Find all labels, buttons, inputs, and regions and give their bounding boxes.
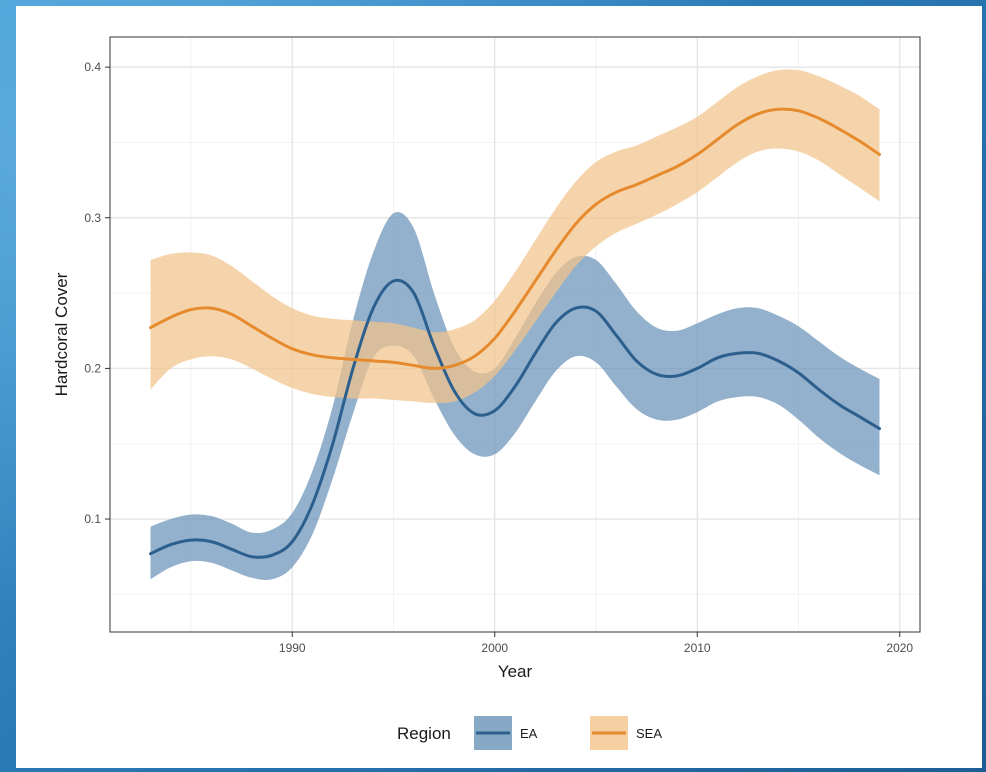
line-ea (149, 278, 881, 559)
chart-panel: 1990 2000 2010 2020 0.1 0.2 0.3 0.4 Year Hardc… (16, 6, 982, 768)
series-lines (149, 107, 881, 559)
y-axis-ticks: 0.1 0.2 0.3 0.4 (84, 60, 110, 526)
hardcoral-cover-chart: 1990 2000 2010 2020 0.1 0.2 0.3 0.4 Year Hardc… (52, 36, 921, 750)
y-tick-label: 0.1 (84, 512, 101, 526)
x-tick-label: 2000 (481, 641, 508, 655)
y-tick-label: 0.2 (84, 361, 101, 375)
x-tick-label: 1990 (279, 641, 306, 655)
confidence-bands (150, 69, 880, 581)
legend-label-ea: EA (520, 726, 538, 741)
legend-title: Region (397, 724, 451, 743)
plot-border (109, 36, 921, 633)
band-ea (150, 211, 880, 581)
line-sea (149, 107, 881, 370)
x-tick-label: 2010 (684, 641, 711, 655)
legend: Region EA SEA (397, 716, 662, 750)
x-axis-ticks: 1990 2000 2010 2020 (279, 632, 913, 655)
x-tick-label: 2020 (886, 641, 913, 655)
y-axis-title: Hardcoral Cover (52, 272, 71, 396)
legend-label-sea: SEA (636, 726, 662, 741)
y-tick-label: 0.3 (84, 211, 101, 225)
y-tick-label: 0.4 (84, 60, 101, 74)
x-axis-title: Year (498, 662, 533, 681)
